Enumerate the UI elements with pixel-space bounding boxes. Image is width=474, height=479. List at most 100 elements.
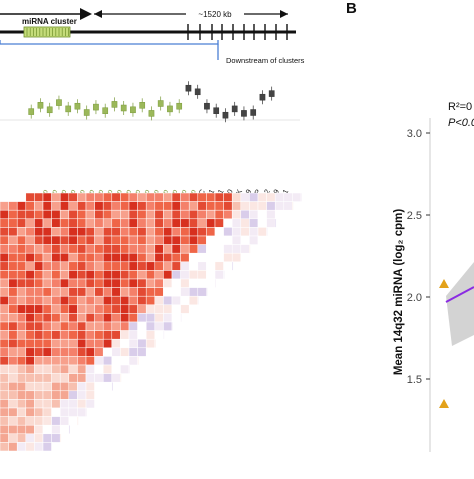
heatmap-cell (240, 235, 250, 245)
heatmap-cell (180, 244, 190, 254)
heatmap-cell (145, 347, 148, 357)
heatmap-cell (145, 313, 156, 323)
heatmap-cell (16, 321, 27, 331)
heatmap-cell (42, 252, 52, 263)
heatmap-cell (257, 235, 260, 245)
heatmap-cell (283, 209, 286, 220)
heatmap-cell (120, 304, 130, 314)
heatmap-cell (8, 390, 18, 400)
heatmap-cell (188, 201, 199, 211)
heatmap-cell (68, 252, 78, 263)
heatmap-cell (171, 270, 181, 280)
heatmap-cell (197, 227, 207, 237)
heatmap-cell (197, 270, 207, 280)
heatmap-cell (128, 252, 138, 263)
heatmap-cell (206, 244, 216, 254)
heatmap-cell (0, 416, 9, 426)
heatmap-cell (59, 295, 70, 306)
mirna-cluster-label: miRNA cluster (22, 17, 77, 26)
boxplot-box (111, 101, 118, 108)
heatmap-cell (171, 304, 181, 314)
heatmap-cell (25, 381, 35, 392)
heatmap-cell (25, 287, 35, 297)
heatmap-cell (34, 442, 44, 452)
mirna-cluster-box (23, 26, 71, 38)
heatmap-cell (16, 364, 27, 374)
heatmap-cell (94, 321, 104, 331)
heatmap-cell (137, 218, 147, 228)
heatmap-cell (111, 364, 121, 374)
heatmap-cell (145, 209, 156, 220)
heatmap-cell (51, 244, 61, 254)
heatmap-cell (120, 252, 130, 263)
heatmap-cell (163, 227, 173, 237)
heatmap-cell (51, 321, 61, 331)
heatmap-cell (59, 261, 70, 271)
heatmap-cell (111, 227, 121, 237)
heatmap-cell (111, 295, 121, 306)
heatmap-cell (94, 218, 104, 228)
heatmap-cell (16, 356, 27, 366)
heatmap-cell (8, 295, 18, 306)
heatmap-cell (68, 278, 78, 288)
heatmap-cell (34, 321, 44, 331)
heatmap-cell (85, 390, 95, 400)
heatmap-cell (102, 287, 113, 297)
heatmap-cell (0, 287, 9, 297)
heatmap-cell (77, 364, 87, 374)
heatmap-cell (8, 270, 18, 280)
heatmap-cell (16, 287, 27, 297)
heatmap-cell (8, 278, 18, 288)
boxplot-box (157, 100, 164, 107)
span-label-bg (186, 9, 244, 19)
heatmap-cell (94, 390, 104, 400)
mirna-cluster-stripes (26, 28, 69, 36)
heatmap-cell (128, 227, 138, 237)
heatmap-cell (59, 424, 70, 435)
heatmap-cell (77, 390, 87, 400)
heatmap-cell (102, 209, 113, 220)
heatmap-cell (85, 209, 95, 220)
heatmap-cell (188, 227, 199, 237)
heatmap-cell (51, 304, 61, 314)
heatmap-cell (223, 209, 233, 220)
heatmap-cell (25, 192, 35, 202)
heatmap-cell (8, 218, 18, 228)
heatmap-cell (85, 252, 95, 263)
heatmap-cell (59, 364, 70, 374)
heatmap-cell (102, 201, 113, 211)
heatmap-cell (94, 356, 104, 366)
heatmap-cell (59, 373, 70, 383)
heatmap-cell (197, 278, 207, 288)
heatmap-cell (51, 442, 53, 452)
heatmap-cell (111, 304, 121, 314)
heatmap-cell (34, 347, 44, 357)
heatmap-cell (34, 295, 44, 306)
heatmap-cell (120, 201, 130, 211)
heatmap-cell (77, 235, 87, 245)
heatmap-cell (180, 209, 190, 220)
heatmap-cell (154, 313, 164, 323)
heatmap-cell (154, 287, 164, 297)
heatmap-cell (77, 347, 87, 357)
heatmap-cell (128, 295, 138, 306)
heatmap-cell (25, 270, 35, 280)
heatmap-cell (34, 338, 44, 349)
heatmap-cell (120, 373, 122, 383)
heatmap-cell (94, 399, 96, 409)
heatmap-cell (102, 356, 113, 366)
heatmap-cell (128, 218, 138, 228)
heatmap-cell (94, 313, 104, 323)
heatmap-cell (16, 442, 27, 452)
heatmap-cell (34, 287, 44, 297)
heatmap-cell (171, 287, 181, 297)
heatmap-cell (16, 373, 27, 383)
heatmap-cell (145, 192, 156, 202)
heatmap-cell (188, 287, 199, 297)
heatmap-cell (25, 295, 35, 306)
heatmap-cell (42, 424, 52, 435)
heatmap-cell (111, 270, 121, 280)
heatmap-cell (145, 252, 156, 263)
heatmap-cell (68, 304, 78, 314)
heatmap-cell (0, 278, 9, 288)
